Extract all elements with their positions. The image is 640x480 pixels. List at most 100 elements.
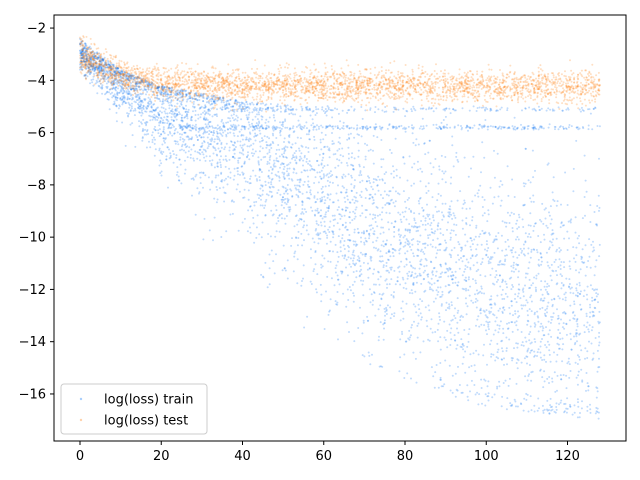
train-point: [388, 250, 391, 253]
train-point: [434, 274, 437, 277]
train-point: [283, 178, 286, 180]
train-point: [150, 83, 153, 86]
train-point: [405, 263, 408, 266]
train-point: [444, 115, 447, 118]
train-point: [478, 325, 481, 328]
train-point: [130, 88, 133, 91]
train-point: [590, 342, 593, 345]
train-point: [116, 94, 119, 96]
train-point: [422, 209, 425, 212]
train-point: [210, 164, 213, 167]
train-point: [247, 151, 249, 154]
train-point: [512, 266, 515, 269]
train-point: [440, 154, 443, 157]
train-point: [169, 156, 172, 159]
train-point: [148, 103, 151, 106]
train-point: [543, 380, 546, 383]
train-point: [413, 212, 416, 215]
train-point: [476, 243, 479, 246]
train-point: [594, 288, 597, 291]
train-point: [270, 147, 273, 149]
train-point: [258, 140, 261, 143]
train-point: [481, 196, 484, 199]
train-point: [460, 338, 463, 341]
train-point: [133, 100, 136, 103]
train-point: [234, 146, 237, 148]
train-point: [296, 136, 299, 139]
train-point: [501, 220, 504, 223]
train-point: [332, 250, 334, 253]
train-point: [97, 64, 100, 67]
train-point: [337, 184, 339, 187]
train-point: [460, 391, 463, 394]
train-point: [450, 249, 453, 252]
train-point: [399, 218, 402, 221]
train-point: [564, 291, 567, 294]
train-point: [242, 173, 245, 176]
train-point: [297, 219, 300, 222]
train-point: [163, 141, 166, 144]
train-point: [175, 113, 178, 115]
train-point: [388, 283, 391, 286]
train-point: [281, 171, 284, 174]
train-point: [205, 155, 208, 158]
train-point: [151, 82, 154, 85]
train-point: [363, 231, 365, 234]
train-point: [390, 152, 393, 154]
train-point: [448, 307, 451, 310]
train-point: [598, 206, 601, 209]
train-point: [280, 127, 283, 130]
train-point: [436, 249, 439, 252]
train-point: [204, 174, 207, 177]
train-point: [527, 410, 530, 413]
train-point: [566, 249, 569, 251]
train-point: [158, 124, 161, 127]
train-point: [364, 255, 367, 258]
train-point: [238, 101, 241, 104]
train-point: [408, 197, 410, 199]
train-point: [317, 164, 320, 167]
train-point: [218, 139, 221, 142]
train-point: [437, 279, 440, 282]
train-point: [118, 91, 121, 94]
train-point: [417, 322, 420, 325]
train-point: [349, 201, 352, 204]
train-point: [486, 363, 488, 366]
train-point: [165, 88, 167, 91]
train-point: [285, 215, 288, 217]
train-point: [82, 55, 85, 58]
train-point: [332, 125, 334, 128]
train-point: [404, 252, 407, 255]
train-point: [317, 125, 320, 128]
train-point: [437, 386, 440, 389]
train-point: [278, 155, 281, 158]
train-point: [486, 395, 489, 398]
train-point: [293, 184, 296, 187]
train-point: [500, 263, 503, 266]
train-point: [287, 134, 290, 137]
train-point: [596, 387, 599, 390]
train-point: [561, 109, 564, 112]
train-point: [540, 256, 543, 259]
train-point: [522, 409, 525, 412]
train-point: [305, 127, 308, 130]
train-point: [168, 148, 170, 151]
train-point: [156, 106, 159, 109]
train-point: [526, 323, 529, 326]
train-point: [461, 207, 464, 210]
train-point: [412, 255, 415, 258]
train-point: [364, 187, 367, 190]
train-point: [580, 106, 583, 109]
train-point: [329, 193, 332, 196]
train-point: [486, 128, 489, 131]
train-point: [591, 250, 594, 253]
train-point: [496, 152, 499, 155]
train-point: [145, 124, 148, 127]
train-point: [507, 194, 510, 197]
train-point: [264, 127, 267, 130]
train-point: [185, 113, 188, 115]
train-point: [578, 358, 581, 361]
train-point: [500, 127, 503, 130]
train-point: [351, 152, 354, 155]
train-point: [340, 161, 343, 164]
